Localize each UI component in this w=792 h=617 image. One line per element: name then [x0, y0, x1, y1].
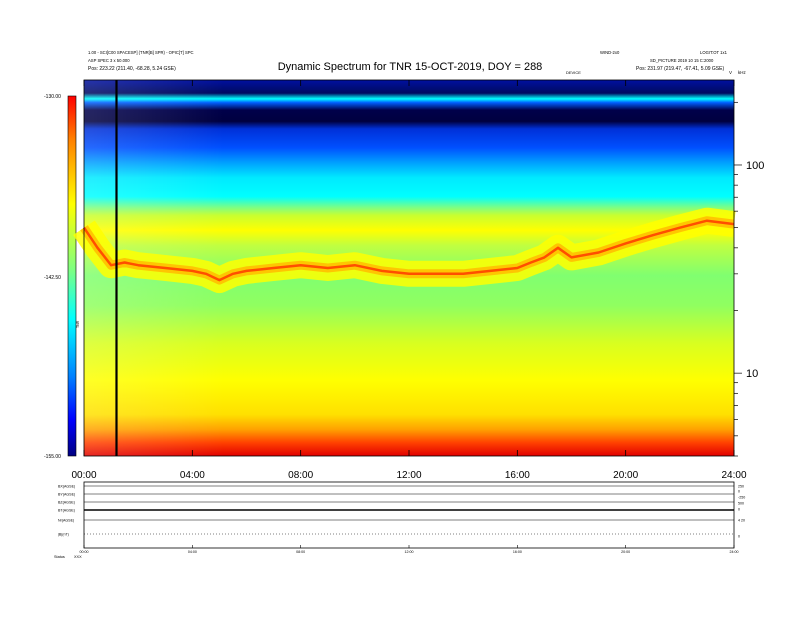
- x-tick-label: 00:00: [71, 470, 96, 481]
- spectrogram-plot: 00:00 04:00 08:00 12:00 16:00 20:00 24:00 1001…: [71, 79, 764, 481]
- panel-row-label: Nr(AGSE): [58, 519, 74, 523]
- panel-x-tick-label: 12:00: [405, 550, 414, 554]
- plasma-line: [82, 219, 735, 282]
- device-label: DEVICE: [566, 70, 581, 75]
- x-tick-label: 24:00: [721, 470, 746, 481]
- header-left-line1: 1.00 - SCI[C00 SPACESP] (TNR[B] SPR) - O…: [88, 50, 194, 55]
- parameter-panel: BX(AGSE) BY(AGSE) BZ(AGSE) BT(AGSE) Nr(AGSE)…: [54, 481, 745, 559]
- panel-row-label: BX(AGSE): [58, 485, 75, 489]
- panel-x-tick-label: 20:00: [621, 550, 630, 554]
- x-tick-label: 12:00: [396, 470, 421, 481]
- header-right-line2: SD_PICTURE 2019 10 15 C:2000: [650, 58, 714, 63]
- figure-title: Dynamic Spectrum for TNR 15-OCT-2019, DO…: [278, 61, 543, 73]
- panel-footer-value: XXX: [74, 555, 82, 559]
- x-tick-label: 04:00: [180, 470, 205, 481]
- y-tick-label: 10: [746, 368, 758, 380]
- header-right-top-a: WIND-2x0: [600, 50, 620, 55]
- panel-right-tick-label: 0: [738, 490, 740, 494]
- panel-x-tick-label: 04:00: [188, 550, 197, 554]
- x-tick-label: 20:00: [613, 470, 638, 481]
- colorbar-tick-bottom: -155.00: [44, 454, 61, 460]
- corner-khz-label: kHz: [738, 70, 746, 75]
- panel-right-tick-label: 500: [738, 502, 744, 506]
- panel-x-tick-label: 24:00: [730, 550, 739, 554]
- panel-row-label: BZ(AGSE): [58, 501, 75, 505]
- x-axis-ticks: 00:00 04:00 08:00 12:00 16:00 20:00 24:00: [71, 80, 747, 481]
- panel-row-label: BY(AGSE): [58, 493, 75, 497]
- x-tick-label: 16:00: [505, 470, 530, 481]
- panel-right-tick-label: 0: [738, 535, 740, 539]
- colorbar: [67, 95, 77, 457]
- panel-right-tick-label: 0: [738, 508, 740, 512]
- colorbar-tick-top: -130.00: [44, 94, 61, 100]
- panel-right-tick-label: -250: [738, 496, 745, 500]
- panel-right-tick-label: 250: [738, 485, 744, 489]
- panel-row-label: |B|(nT): [58, 533, 69, 537]
- header-left-line3: Pos: 223.22 (211.40, -68.28, 5.24 GSE): [88, 66, 176, 72]
- panel-row-label: BT(AGSE): [58, 509, 75, 513]
- panel-right-tick-label: 4 20: [738, 519, 745, 523]
- panel-x-tick-label: 08:00: [296, 550, 305, 554]
- plasma-line-band: [73, 207, 736, 294]
- y-axis-ticks: 100 10: [734, 101, 764, 457]
- colorbar-tick-mid: -142.50: [44, 275, 61, 281]
- header-left-line2: ASP SPEC 3 x 50.000: [88, 58, 130, 63]
- panel-x-ticks: 00:00 04:00 08:00 12:00 16:00 20:00 24:00: [80, 545, 739, 554]
- panel-x-tick-label: 16:00: [513, 550, 522, 554]
- panel-frame: [83, 481, 735, 549]
- panel-x-tick-label: 00:00: [80, 550, 89, 554]
- x-tick-label: 08:00: [288, 470, 313, 481]
- panel-rows: BX(AGSE) BY(AGSE) BZ(AGSE) BT(AGSE) Nr(AGSE)…: [58, 485, 734, 537]
- header-right-line3: Pos: 231.97 (219.47, -67.41, 5.09 GSE): [636, 66, 724, 72]
- corner-v-label: V: [729, 70, 732, 75]
- header-right-top-b: LOGIT:OT 1x1: [700, 50, 728, 55]
- colorbar-unit-label: TNR: [76, 320, 80, 328]
- panel-footer-label: Status: [54, 555, 65, 559]
- y-tick-label: 100: [746, 160, 764, 172]
